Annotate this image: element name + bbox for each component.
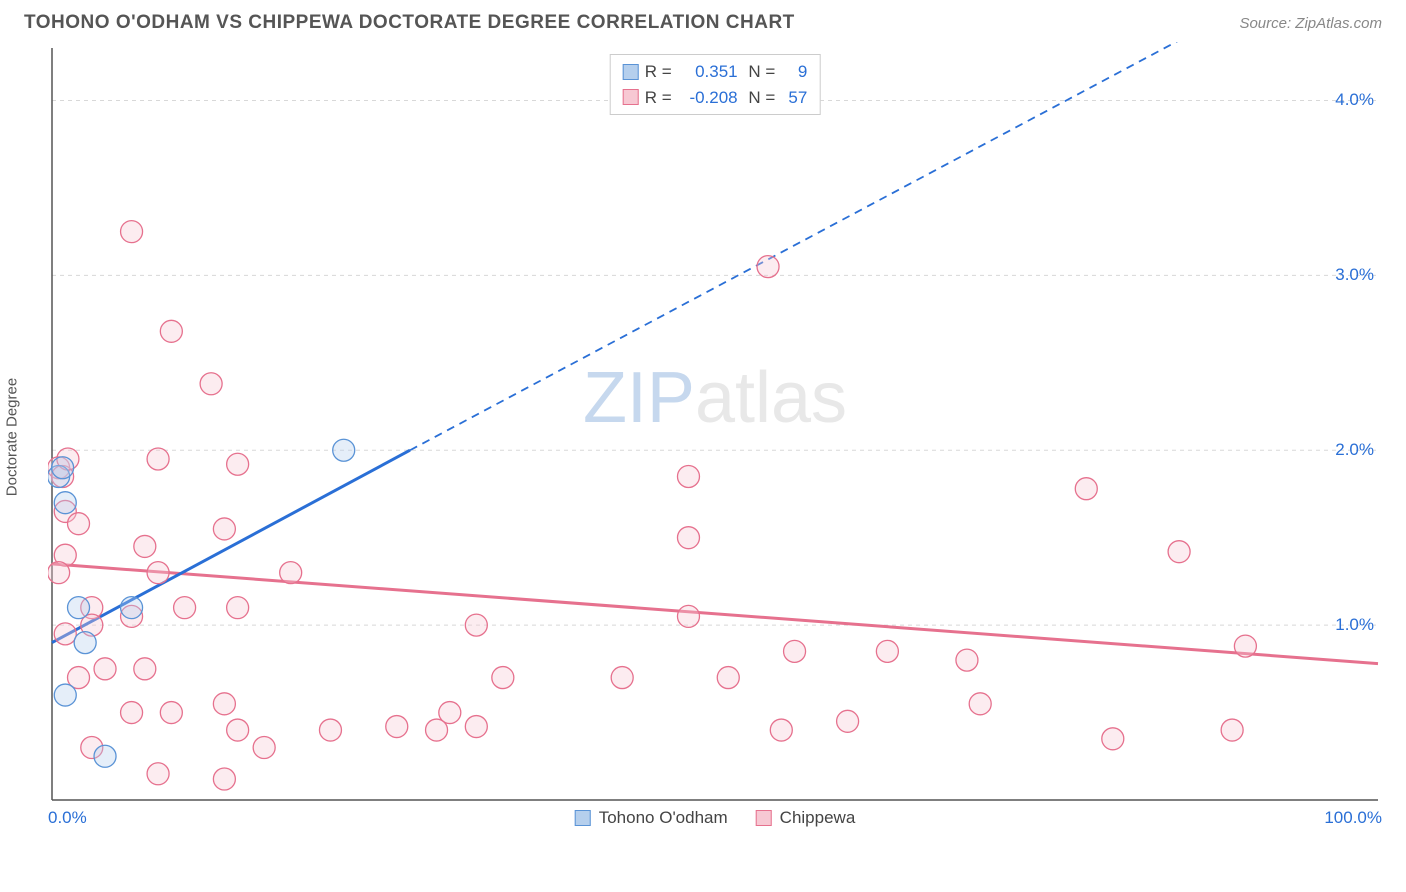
source-label: Source: ZipAtlas.com [1239,15,1382,32]
legend-item-2: Chippewa [756,808,856,828]
swatch-pink-icon [623,89,639,105]
y-tick-label: 3.0% [1335,265,1374,285]
correlation-row-1: R = 0.351 N = 9 [623,59,808,85]
scatter-plot [48,42,1382,832]
legend: Tohono O'odham Chippewa [575,808,856,828]
legend-label-2: Chippewa [780,808,856,828]
correlation-box: R = 0.351 N = 9 R = -0.208 N = 57 [610,54,821,115]
y-axis-label: Doctorate Degree [4,378,21,496]
swatch-blue-icon [623,64,639,80]
x-axis-min-label: 0.0% [48,808,87,828]
legend-swatch-pink-icon [756,810,772,826]
y-tick-label: 4.0% [1335,90,1374,110]
chart-container: Doctorate Degree ZIPatlas R = 0.351 N = … [48,42,1382,832]
legend-swatch-blue-icon [575,810,591,826]
y-tick-label: 2.0% [1335,440,1374,460]
legend-item-1: Tohono O'odham [575,808,728,828]
correlation-row-2: R = -0.208 N = 57 [623,85,808,111]
chart-title: TOHONO O'ODHAM VS CHIPPEWA DOCTORATE DEG… [24,12,795,34]
legend-label-1: Tohono O'odham [599,808,728,828]
y-tick-label: 1.0% [1335,615,1374,635]
x-axis-max-label: 100.0% [1324,808,1382,828]
